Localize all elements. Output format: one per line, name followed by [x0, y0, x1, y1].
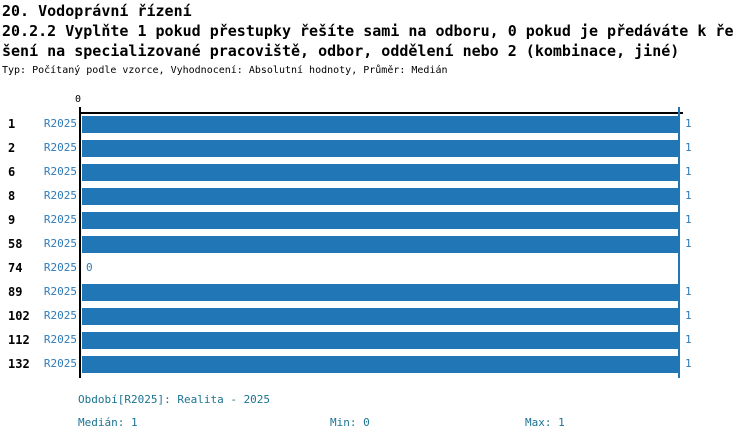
question-text-line2: šení na specializované pracoviště, odbor… — [2, 42, 680, 60]
row-category-label: 89 — [8, 285, 23, 299]
median-reference-line — [678, 107, 680, 378]
median-stat: Medián: 1 — [78, 416, 138, 429]
series-label: R2025 — [43, 237, 77, 250]
max-stat: Max: 1 — [525, 416, 565, 429]
bar — [82, 212, 678, 229]
chart-row: 74 R2025 0 — [0, 256, 750, 280]
bar-value-label: 1 — [685, 357, 692, 370]
series-label: R2025 — [43, 213, 77, 226]
row-category-label: 112 — [8, 333, 30, 347]
row-category-label: 1 — [8, 117, 16, 131]
bar — [82, 188, 678, 205]
series-label: R2025 — [43, 189, 77, 202]
bar — [82, 308, 678, 325]
chart-row: 1 R2025 1 — [0, 112, 750, 136]
bar — [82, 140, 678, 157]
row-category-label: 8 — [8, 189, 16, 203]
chart-row: 112 R2025 1 — [0, 328, 750, 352]
bar-value-label: 1 — [685, 333, 692, 346]
question-text-line1: 20.2.2 Vyplňte 1 pokud přestupky řešíte … — [2, 22, 734, 40]
bar-value-label: 1 — [685, 189, 692, 202]
bar-value-label: 1 — [685, 309, 692, 322]
row-category-label: 6 — [8, 165, 16, 179]
row-category-label: 58 — [8, 237, 23, 251]
series-label: R2025 — [43, 117, 77, 130]
row-category-label: 74 — [8, 261, 23, 275]
x-axis-zero-tick-label: 0 — [75, 94, 82, 105]
bar — [82, 236, 678, 253]
series-label: R2025 — [43, 165, 77, 178]
row-category-label: 9 — [8, 213, 16, 227]
chart-row: 132 R2025 1 — [0, 352, 750, 376]
period-label: Období[R2025]: Realita - 2025 — [78, 393, 271, 406]
indicator-meta: Typ: Počítaný podle vzorce, Vyhodnocení:… — [2, 65, 448, 76]
bar — [82, 332, 678, 349]
series-label: R2025 — [43, 333, 77, 346]
row-category-label: 2 — [8, 141, 16, 155]
chart-row: 6 R2025 1 — [0, 160, 750, 184]
series-label: R2025 — [43, 261, 77, 274]
chart-row: 8 R2025 1 — [0, 184, 750, 208]
chart-row: 58 R2025 1 — [0, 232, 750, 256]
chart-row: 2 R2025 1 — [0, 136, 750, 160]
series-label: R2025 — [43, 309, 77, 322]
chart-row: 9 R2025 1 — [0, 208, 750, 232]
x-axis-line — [79, 112, 683, 114]
bar — [82, 116, 678, 133]
bar-value-label: 0 — [86, 261, 93, 274]
series-label: R2025 — [43, 357, 77, 370]
bar — [82, 284, 678, 301]
bar-value-label: 1 — [685, 213, 692, 226]
chart-row: 102 R2025 1 — [0, 304, 750, 328]
bar — [82, 164, 678, 181]
bar-value-label: 1 — [685, 117, 692, 130]
chart-row: 89 R2025 1 — [0, 280, 750, 304]
bar-value-label: 1 — [685, 165, 692, 178]
series-label: R2025 — [43, 141, 77, 154]
bar-value-label: 1 — [685, 285, 692, 298]
row-category-label: 132 — [8, 357, 30, 371]
row-category-label: 102 — [8, 309, 30, 323]
page-title: 20. Vodoprávní řízení — [2, 2, 192, 20]
bar-value-label: 1 — [685, 141, 692, 154]
bar — [82, 356, 678, 373]
min-stat: Min: 0 — [330, 416, 370, 429]
y-axis-line — [79, 107, 81, 378]
bar-value-label: 1 — [685, 237, 692, 250]
series-label: R2025 — [43, 285, 77, 298]
